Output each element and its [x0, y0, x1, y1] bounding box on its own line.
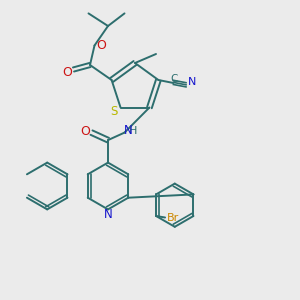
- Text: N: N: [103, 208, 112, 221]
- Text: O: O: [96, 39, 106, 52]
- Text: C: C: [170, 74, 177, 84]
- Text: S: S: [110, 105, 118, 118]
- Text: N: N: [124, 124, 133, 137]
- Text: H: H: [129, 125, 138, 136]
- Text: O: O: [62, 66, 72, 79]
- Text: N: N: [188, 77, 196, 87]
- Text: Br: Br: [167, 213, 179, 224]
- Text: O: O: [80, 124, 90, 138]
